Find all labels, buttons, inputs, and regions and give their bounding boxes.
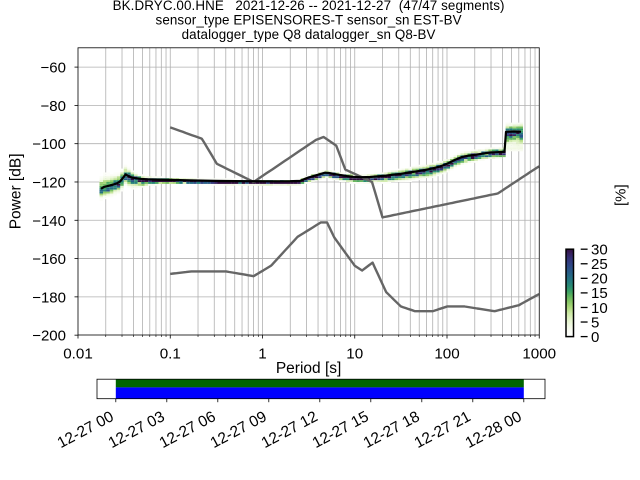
svg-text:−160: −160 (32, 251, 66, 268)
svg-text:30: 30 (591, 242, 608, 259)
svg-text:10: 10 (591, 300, 608, 317)
svg-text:10: 10 (346, 346, 363, 363)
svg-text:BK.DRYC.00.HNE 2021-12-26 --: BK.DRYC.00.HNE 2021-12-26 -- 2021-12-27 … (113, 0, 505, 13)
svg-text:0.01: 0.01 (63, 346, 93, 363)
svg-text:−80: −80 (41, 98, 66, 115)
svg-text:15: 15 (591, 285, 608, 302)
svg-text:25: 25 (591, 256, 608, 273)
svg-text:Power [dB]: Power [dB] (8, 153, 25, 229)
svg-text:−140: −140 (32, 213, 66, 230)
svg-text:datalogger_type Q8 datalogger_: datalogger_type Q8 datalogger_sn Q8-BV (182, 27, 436, 42)
svg-text:sensor_type EPISENSORES-T sens: sensor_type EPISENSORES-T sensor_sn EST-… (156, 13, 462, 28)
svg-text:−60: −60 (41, 60, 66, 77)
svg-text:20: 20 (591, 271, 608, 288)
svg-text:5: 5 (591, 314, 599, 331)
svg-text:Period [s]: Period [s] (276, 360, 341, 377)
svg-text:1: 1 (258, 346, 266, 363)
svg-text:100: 100 (434, 346, 459, 363)
svg-text:−180: −180 (32, 289, 66, 306)
svg-text:1000: 1000 (522, 346, 556, 363)
svg-text:−100: −100 (32, 136, 66, 153)
svg-text:0: 0 (591, 329, 599, 346)
svg-text:[%]: [%] (612, 184, 629, 206)
svg-text:−120: −120 (32, 174, 66, 191)
svg-text:0.1: 0.1 (160, 346, 181, 363)
svg-text:−200: −200 (32, 328, 66, 345)
